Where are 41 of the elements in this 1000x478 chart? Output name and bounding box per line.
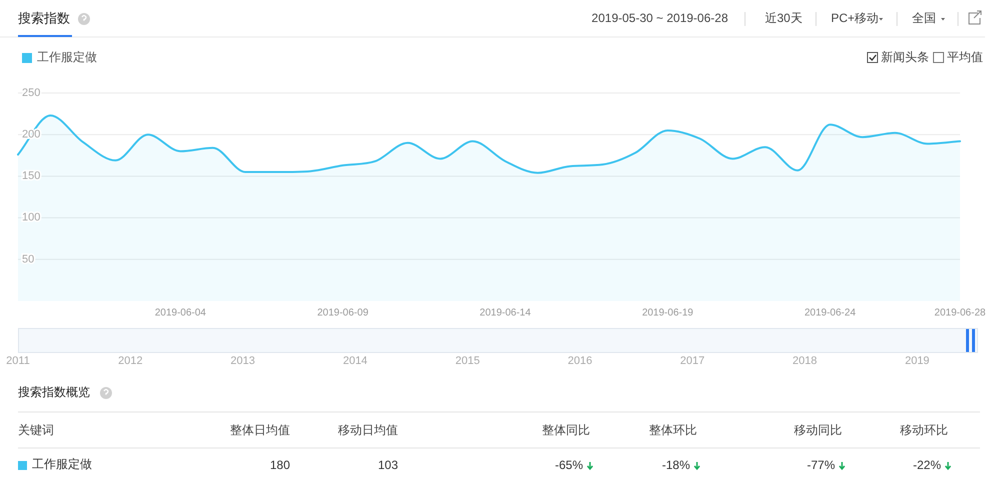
text: 2014	[342, 354, 368, 367]
text: 整体同比	[542, 423, 590, 438]
text: 2011	[6, 354, 30, 367]
text: 整体日均值	[230, 423, 290, 438]
legend-label: 工作服定做	[37, 50, 97, 64]
text: 全国	[912, 11, 936, 26]
text: 103	[378, 458, 398, 472]
text: 2018	[792, 354, 818, 367]
text: 移动同比	[794, 423, 842, 438]
y-tick-label: 100	[22, 212, 40, 224]
text: -65%	[554, 458, 584, 472]
text: 2019	[904, 354, 930, 367]
text: 180	[270, 458, 290, 472]
text: 关键词	[18, 423, 54, 438]
text: 2013	[230, 354, 256, 367]
text: 2012	[118, 354, 143, 367]
text: -77%	[806, 458, 836, 472]
chart-title: 搜索指数	[18, 10, 70, 26]
text: 整体环比	[649, 423, 697, 438]
text: 2019-05-30 ~ 2019-06-28	[592, 11, 728, 26]
x-tick-label: 2019-06-04	[154, 308, 206, 319]
text: 工作服定做	[32, 457, 92, 472]
text: 2016	[568, 354, 592, 367]
x-tick-label: 2019-06-14	[480, 308, 532, 319]
x-tick-label: 2019-06-24	[804, 308, 856, 319]
text: -18%	[662, 458, 690, 472]
x-tick-label: 2019-06-09	[317, 308, 369, 319]
text: 移动环比	[900, 423, 948, 438]
text: 新闻头条	[881, 50, 929, 64]
y-tick-label: 250	[22, 86, 40, 99]
y-tick-label: 50	[22, 253, 34, 266]
text: -22%	[912, 458, 942, 472]
y-tick-label: 150	[22, 170, 40, 182]
x-tick-label: 2019-06-19	[642, 308, 694, 319]
text: 2015	[455, 354, 480, 367]
text: 平均值	[947, 50, 983, 64]
text: 2017	[680, 354, 705, 367]
x-tick-label: 2019-06-28	[934, 308, 986, 319]
text: PC+移动	[831, 11, 879, 26]
text: 搜索指数概览	[18, 385, 90, 400]
text: 移动日均值	[338, 423, 398, 438]
